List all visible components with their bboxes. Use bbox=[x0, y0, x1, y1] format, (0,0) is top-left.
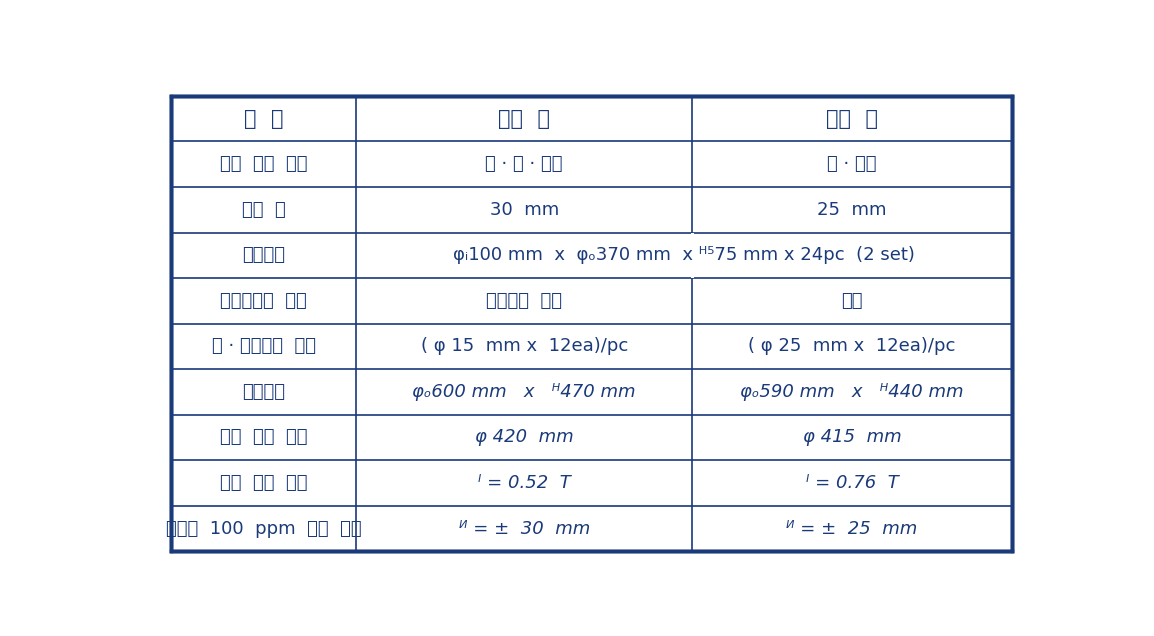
Text: 상 · 하부요크  구명: 상 · 하부요크 구명 bbox=[211, 338, 315, 356]
Text: 자속분류기  형상: 자속분류기 형상 bbox=[220, 292, 307, 310]
Text: φₒ600 mm   x   ᴴ470 mm: φₒ600 mm x ᴴ470 mm bbox=[412, 383, 636, 401]
Text: 자석  분리  제작: 자석 분리 제작 bbox=[219, 155, 307, 173]
Text: 공극  폭: 공극 폭 bbox=[241, 201, 285, 219]
Text: ( φ 15  mm x  12ea)/pc: ( φ 15 mm x 12ea)/pc bbox=[420, 338, 628, 356]
Text: ( φ 25  mm x  12ea)/pc: ( φ 25 mm x 12ea)/pc bbox=[748, 338, 956, 356]
Text: 상 · 하부: 상 · 하부 bbox=[827, 155, 877, 173]
Text: 영구자석: 영구자석 bbox=[242, 246, 285, 265]
Text: φᵢ100 mm  x  φₒ370 mm  x ᴴ⁵75 mm x 24pc  (2 set): φᵢ100 mm x φₒ370 mm x ᴴ⁵75 mm x 24pc (2 … bbox=[454, 246, 915, 265]
Text: 판재: 판재 bbox=[841, 292, 863, 310]
Text: 30  mm: 30 mm bbox=[489, 201, 559, 219]
Text: 변경  전: 변경 전 bbox=[499, 109, 550, 128]
Text: φₒ590 mm   x   ᴴ440 mm: φₒ590 mm x ᴴ440 mm bbox=[740, 383, 964, 401]
Text: φ 420  mm: φ 420 mm bbox=[474, 429, 574, 446]
Text: 25  mm: 25 mm bbox=[817, 201, 886, 219]
Text: 파인애플  조각: 파인애플 조각 bbox=[486, 292, 562, 310]
Text: ᴻ = ±  30  mm: ᴻ = ± 30 mm bbox=[458, 520, 590, 537]
Text: ᴵ = 0.52  T: ᴵ = 0.52 T bbox=[478, 474, 570, 492]
Text: ᴻ = ±  25  mm: ᴻ = ± 25 mm bbox=[786, 520, 917, 537]
Text: 균일도  100  ppm  이하  영역: 균일도 100 ppm 이하 영역 bbox=[166, 520, 361, 537]
Bar bbox=[690, 233, 694, 278]
Text: 변경  후: 변경 후 bbox=[826, 109, 878, 128]
Text: 항  목: 항 목 bbox=[243, 109, 283, 128]
Text: 공극  중심  직경: 공극 중심 직경 bbox=[219, 429, 307, 446]
Text: 상 · 중 · 하부: 상 · 중 · 하부 bbox=[486, 155, 563, 173]
Text: 공극  중앙  자장: 공극 중앙 자장 bbox=[219, 474, 307, 492]
Text: φ 415  mm: φ 415 mm bbox=[803, 429, 901, 446]
Text: 외형치수: 외형치수 bbox=[242, 383, 285, 401]
Text: ᴵ = 0.76  T: ᴵ = 0.76 T bbox=[805, 474, 899, 492]
